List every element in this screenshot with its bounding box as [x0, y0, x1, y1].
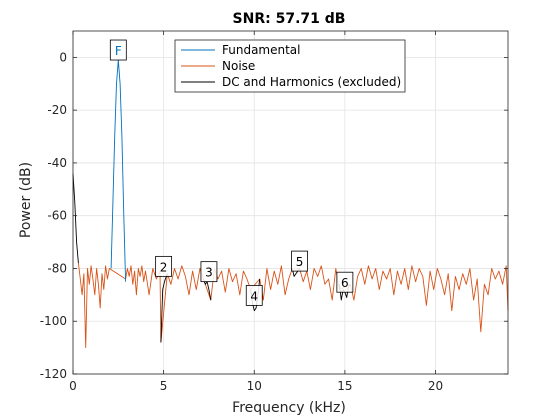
- series-dc: [72, 173, 79, 264]
- marker-box-5: [291, 250, 308, 272]
- marker-box-F: [109, 39, 127, 61]
- marker-label-6: 6: [341, 276, 349, 290]
- axis-ticks: 0 5 10 15 20 -120 -100 -80 -60 -40 -20 0: [40, 31, 508, 393]
- marker-box-3: [200, 261, 218, 283]
- x-tick-label-4: 20: [428, 379, 443, 393]
- marker-label-4: 4: [250, 289, 258, 303]
- x-tick-label-1: 5: [160, 379, 168, 393]
- x-tick-label-3: 15: [337, 379, 352, 393]
- axes-box: [72, 30, 509, 375]
- y-tick-label-6: 0: [59, 50, 67, 64]
- chart-title: SNR: 57.71 dB: [233, 11, 346, 27]
- peak-markers: F 2 3 4 5 6: [109, 39, 354, 306]
- y-tick-label-1: -100: [40, 314, 67, 328]
- x-axis-label: Frequency (kHz): [232, 400, 346, 416]
- legend: Fundamental Noise DC and Harmonics (exclud…: [174, 39, 406, 93]
- y-tick-label-0: -120: [40, 367, 67, 381]
- legend-label-1: Noise: [222, 59, 255, 73]
- marker-box-4: [245, 284, 263, 306]
- legend-label-0: Fundamental: [222, 43, 301, 57]
- marker-label-F: F: [115, 44, 122, 58]
- x-tick-label-0: 0: [69, 379, 77, 393]
- y-tick-label-4: -40: [47, 156, 67, 170]
- y-tick-label-2: -80: [47, 261, 67, 275]
- y-tick-label-5: -20: [47, 103, 67, 117]
- marker-box-2: [155, 255, 173, 277]
- y-tick-label-3: -60: [47, 209, 67, 223]
- marker-label-2: 2: [160, 260, 168, 274]
- x-tick-label-2: 10: [247, 379, 262, 393]
- legend-label-2: DC and Harmonics (excluded): [222, 75, 401, 89]
- marker-label-3: 3: [205, 266, 213, 280]
- y-axis-label: Power (dB): [18, 162, 34, 238]
- marker-label-5: 5: [296, 255, 304, 269]
- series-noise: [77, 263, 509, 349]
- marker-box-6: [336, 271, 354, 293]
